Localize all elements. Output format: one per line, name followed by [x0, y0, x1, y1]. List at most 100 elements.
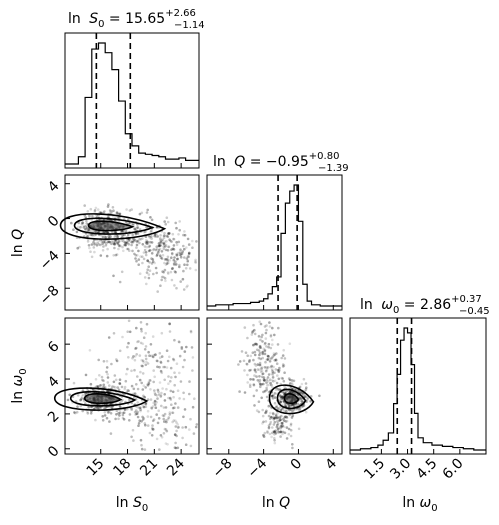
- hist-panel-lnw0: [349, 317, 487, 455]
- scatter-point: [170, 248, 173, 251]
- scatter-point: [155, 271, 158, 275]
- scatter-point: [135, 346, 138, 350]
- scatter-point: [285, 390, 288, 393]
- scatter-point: [113, 242, 117, 246]
- scatter-point: [264, 410, 268, 414]
- scatter-point: [174, 446, 178, 450]
- scatter-point: [151, 355, 155, 359]
- scatter-point: [170, 411, 174, 415]
- scatter-point: [164, 442, 168, 445]
- scatter-point: [273, 333, 276, 337]
- scatter-point: [153, 389, 156, 392]
- scatter-point: [253, 342, 257, 346]
- scatter-point: [260, 383, 263, 386]
- scatter-point: [189, 444, 193, 448]
- scatter-point: [262, 390, 265, 394]
- scatter-point: [267, 342, 271, 346]
- scatter-point: [144, 230, 147, 234]
- scatter-point: [164, 248, 168, 252]
- scatter-point: [269, 333, 273, 337]
- scatter-point: [182, 244, 185, 248]
- scatter-point: [73, 411, 76, 414]
- scatter-point: [163, 268, 167, 272]
- scatter-point: [162, 432, 166, 435]
- scatter-point: [272, 417, 276, 421]
- scatter-point: [101, 249, 105, 252]
- scatter-point: [103, 385, 107, 389]
- scatter-point: [121, 245, 124, 249]
- scatter-point: [183, 247, 186, 251]
- scatter-point: [160, 239, 163, 243]
- scatter-point: [133, 392, 137, 396]
- scatter-point: [149, 343, 153, 346]
- scatter-point: [127, 222, 131, 225]
- scatter-point: [139, 237, 143, 241]
- scatter-point: [134, 412, 138, 416]
- scatter-point: [175, 253, 179, 257]
- xlabel-lnw0: ln ω0: [402, 495, 437, 514]
- scatter-point: [274, 368, 278, 371]
- scatter-point: [273, 359, 277, 362]
- scatter-point: [269, 365, 273, 369]
- scatter-point: [159, 395, 163, 398]
- scatter-point: [172, 258, 176, 262]
- scatter-point: [271, 431, 274, 435]
- scatter-point: [148, 269, 152, 273]
- scatter-point: [148, 249, 152, 252]
- ylabel-lnQ: ln Q: [10, 229, 26, 257]
- title-lnw0-err-minus: −0.45: [459, 306, 490, 317]
- scatter-point: [159, 360, 162, 364]
- scatter-point: [150, 218, 154, 222]
- scatter-point: [188, 251, 191, 255]
- contour-lnS0_lnw0-2: [83, 393, 123, 405]
- scatter-point: [156, 365, 159, 369]
- scatter-point: [103, 241, 107, 244]
- scatter-point: [278, 393, 282, 397]
- scatter-point: [265, 328, 268, 332]
- scatter-point: [274, 432, 278, 435]
- scatter-point: [183, 233, 187, 237]
- scatter-point: [185, 285, 188, 289]
- scatter-point: [255, 342, 258, 346]
- scatter-point: [253, 350, 257, 354]
- scatter-point: [169, 366, 173, 370]
- scatter-point: [178, 371, 181, 375]
- scatter-point: [131, 428, 135, 432]
- scatter-point: [161, 275, 165, 279]
- scatter-point: [264, 411, 268, 414]
- scatter-point: [160, 435, 164, 439]
- scatter-point: [280, 421, 284, 425]
- scatter-point: [279, 400, 282, 404]
- scatter-point: [262, 420, 265, 424]
- scatter-point: [125, 208, 128, 211]
- scatter-point: [138, 212, 142, 216]
- scatter-point: [84, 227, 88, 231]
- scatter-point: [102, 386, 105, 389]
- scatter-point: [110, 406, 114, 410]
- scatter-point: [290, 403, 294, 407]
- scatter-point: [148, 236, 152, 239]
- scatter-point: [276, 427, 280, 431]
- scatter-point: [161, 270, 164, 273]
- scatter-point: [147, 273, 151, 276]
- scatter-point: [273, 353, 277, 356]
- scatter-point: [105, 254, 109, 258]
- scatter-point: [279, 435, 282, 438]
- scatter-point: [84, 373, 88, 377]
- scatter-point: [120, 399, 123, 403]
- title-lnS0: ln S0 = 15.65+2.66: [68, 8, 196, 30]
- scatter-point: [94, 206, 98, 210]
- scatter-point: [155, 359, 159, 363]
- scatter-point: [156, 250, 160, 254]
- scatter-point: [259, 385, 262, 389]
- scatter-point: [266, 431, 269, 434]
- scatter-point: [118, 212, 122, 216]
- scatter-point: [291, 403, 294, 407]
- scatter-point: [139, 409, 142, 413]
- scatter-point: [255, 348, 259, 352]
- scatter-point: [76, 394, 80, 397]
- ylabel-lnw0: ln ω0: [10, 368, 29, 403]
- scatter-point: [255, 389, 258, 392]
- scatter-point: [126, 407, 129, 411]
- scatter-point: [288, 378, 292, 382]
